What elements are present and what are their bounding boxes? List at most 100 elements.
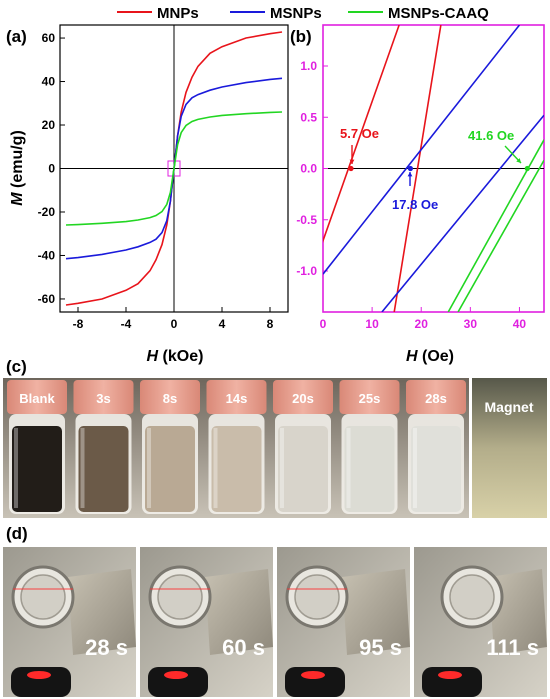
panel-a-y-ticks: -60 -40 -20 0 20 40 60	[38, 31, 65, 306]
panel-b-y-tick-label: 0.5	[300, 110, 317, 124]
panel-b-coercivity-point	[524, 165, 530, 172]
panel-b-annotation-label: 17.8 Oe	[392, 197, 438, 212]
time-label: 111 s	[486, 635, 539, 660]
panel-a-y-tick-label: 0	[48, 162, 55, 176]
panel-a-series	[65, 31, 283, 306]
panel-b-x-axis-title: H (Oe)	[406, 348, 454, 365]
panel-b-x-tick-label: 20	[415, 317, 429, 331]
panel-b-annotation-label: 5.7 Oe	[340, 126, 379, 141]
panel-b-y-tick-label: -0.5	[296, 213, 317, 227]
laser-pointer	[285, 667, 345, 697]
vial-label: 20s	[292, 391, 314, 406]
panel-b-coercivity-point	[407, 165, 414, 172]
vial-label: 3s	[96, 391, 110, 406]
magnet-block	[342, 569, 410, 655]
panel-b-series-msnps-caaq-branch-2	[457, 159, 544, 312]
panel-c-vials: Blank 3s 8s 14s 20s 25s 28s	[7, 380, 466, 514]
magnet-label: Magnet	[485, 399, 534, 415]
laser-pointer	[11, 667, 71, 697]
panel-d-label: (d)	[6, 524, 28, 543]
panel-a-y-tick-label: 20	[42, 118, 56, 132]
vial-8s: 8s	[140, 380, 200, 514]
panel-a-y-tick-label: -60	[38, 292, 56, 306]
panel-a-x-tick-label: 4	[219, 317, 226, 331]
vial-cap	[273, 380, 333, 414]
vial-glare	[346, 428, 351, 508]
panel-b-y-tick-label: 1.0	[300, 59, 317, 73]
vial-cap	[73, 380, 134, 414]
time-frame-60-s: 60 s	[140, 547, 273, 697]
panel-d-frames: 28 s 60 s 95 s 111 s	[3, 547, 547, 697]
panel-a-x-tick-label: 0	[171, 317, 178, 331]
panel-b-y-tick-label: -1.0	[296, 264, 317, 278]
panel-b-x-tick-label: 40	[513, 317, 527, 331]
panel-a-x-tick-label: -4	[121, 317, 132, 331]
panel-a-y-tick-label: -40	[38, 248, 56, 262]
time-frame-95-s: 95 s	[277, 547, 410, 697]
vial-cap	[339, 380, 400, 414]
legend-label-msnps-caaq: MSNPs-CAAQ	[388, 5, 489, 22]
laser-spot	[27, 671, 51, 679]
vial-glare	[80, 428, 85, 508]
vial-25s: 25s	[339, 380, 400, 514]
vial-blank: Blank	[7, 380, 67, 514]
magnet-block	[68, 569, 136, 655]
vial-liquid	[12, 426, 62, 512]
panel-a-x-ticks: -8 -4 0 4 8	[73, 307, 274, 331]
vial-inner-rim	[20, 574, 66, 620]
panel-a-x-axis-title: H (kOe)	[147, 348, 204, 365]
vial-14s: 14s	[206, 380, 267, 514]
vial-cap	[206, 380, 267, 414]
laser-spot	[301, 671, 325, 679]
panel-b-annotation-arrowhead	[349, 159, 355, 164]
panel-a-y-tick-label: 60	[42, 31, 56, 45]
vial-cap	[140, 380, 200, 414]
time-label: 28 s	[85, 635, 128, 660]
laser-pointer	[422, 667, 482, 697]
panel-b-x-tick-label: 10	[365, 317, 379, 331]
legend-label-mnps: MNPs	[157, 5, 199, 22]
laser-spot	[438, 671, 462, 679]
vial-20s: 20s	[273, 380, 333, 514]
panel-a-x-tick-label: 8	[267, 317, 274, 331]
panel-b-annotation-arrowhead	[407, 172, 413, 177]
vial-label: 14s	[226, 391, 248, 406]
vial-liquid	[211, 426, 262, 512]
panel-a-label: (a)	[6, 27, 27, 46]
panel-c-label: (c)	[6, 357, 27, 376]
magnet-block	[472, 378, 547, 518]
panel-b-x-tick-label: 30	[464, 317, 478, 331]
panel-b-series-mnps-branch-2	[393, 25, 442, 312]
panel-d: (d) 28 s 60 s 95 s 111 s	[3, 524, 547, 697]
panel-b-series	[323, 25, 544, 312]
panel-b-coercivity-point	[348, 165, 354, 172]
vial-label: 25s	[359, 391, 381, 406]
vial-glare	[14, 428, 18, 508]
panel-b-series-msnps-branch-2	[381, 114, 544, 312]
time-label: 60 s	[222, 635, 265, 660]
legend-label-msnps: MSNPs	[270, 5, 322, 22]
vial-glare	[213, 428, 218, 508]
vial-liquid	[278, 426, 328, 512]
panel-b-x-tick-label: 0	[320, 317, 327, 331]
panel-c: (c) Blank 3s 8s 14s 20s 25s 28s Magnet	[3, 357, 547, 518]
panel-b-series-msnps-caaq-branch-1	[447, 139, 544, 312]
vial-liquid	[411, 426, 461, 512]
vial-glare	[280, 428, 284, 508]
panel-b-label: (b)	[290, 27, 312, 46]
vial-inner-rim	[294, 574, 340, 620]
panel-a-y-tick-label: -20	[38, 205, 56, 219]
panel-b-series-mnps-branch-1	[323, 25, 400, 244]
panel-b-annotation-label: 41.6 Oe	[468, 128, 514, 143]
panel-b-y-ticks: -1.0 -0.5 0.0 0.5 1.0	[296, 59, 328, 278]
vial-cap	[406, 380, 466, 414]
vial-cap	[7, 380, 67, 414]
vial-liquid	[145, 426, 195, 512]
vial-liquid	[78, 426, 129, 512]
panel-a-y-tick-label: 40	[42, 75, 56, 89]
vial-liquid	[344, 426, 395, 512]
vial-label: 8s	[163, 391, 177, 406]
vial-glare	[147, 428, 151, 508]
panel-b-y-tick-label: 0.0	[300, 162, 317, 176]
